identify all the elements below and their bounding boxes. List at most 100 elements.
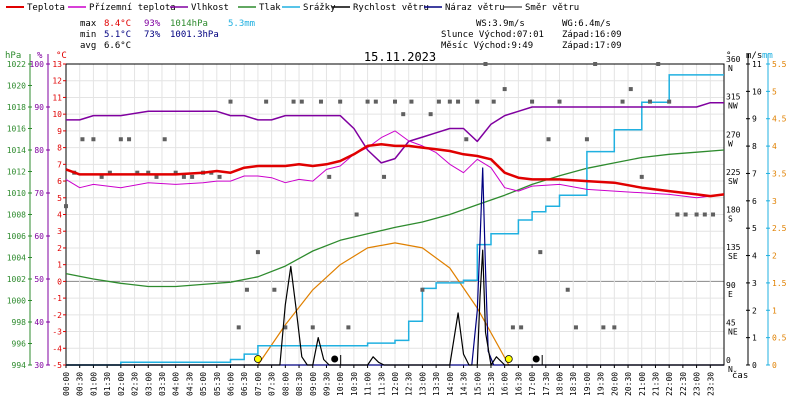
series-wind-dir-point (190, 174, 195, 179)
axis-label-time: 03:30 (158, 372, 167, 396)
axis-label-temp: -3 (52, 328, 62, 337)
series-wind-dir-point (656, 62, 661, 66)
axis-label-time: 11:30 (377, 372, 386, 396)
axis-label-time: 11:00 (364, 372, 373, 396)
axis-label-time: 22:30 (679, 372, 688, 396)
series-wind-dir-point (628, 87, 633, 92)
series-wind-speed (66, 249, 724, 366)
axis-label-temp: 3 (57, 227, 62, 236)
axis-label-time: 10:30 (350, 372, 359, 396)
axis-label-time: 23:00 (693, 372, 702, 396)
axis-label-temp: 12 (52, 77, 62, 86)
series-wind-dir-point (283, 325, 288, 330)
series-wind-dir-point (373, 99, 378, 104)
series-wind-dir-point (694, 212, 699, 217)
series-wind-dir-point (447, 99, 452, 104)
series-wind-dir-point (565, 287, 570, 292)
series-wind-dir-point (299, 99, 304, 104)
axis-label-wind-dir-deg: 360 (726, 55, 741, 64)
legend-label-humidity: Vlhkost (191, 3, 229, 13)
info-sunrise: Slunce Východ:07:01 (441, 30, 544, 40)
axis-label-time: 06:30 (240, 372, 249, 396)
axis-label-wind-dir: SW (728, 177, 738, 186)
info-moonrise: Měsíc Východ:9:49 (441, 41, 533, 51)
axis-label-wind-dir: S (728, 215, 733, 224)
axis-label-pressure: 1022 (7, 60, 26, 69)
axis-label-rain: 5.5 (772, 60, 787, 69)
info-wind-speed: WS:3.9m/s (476, 19, 525, 29)
axis-label-temp: 13 (52, 60, 62, 69)
axis-label-wind-dir: E (728, 290, 733, 299)
series-humidity (66, 101, 724, 164)
axis-label-rain: 1.5 (772, 279, 787, 288)
axis-label-rain: 3.5 (772, 169, 787, 178)
axis-label-wind-dir-deg: 45 (726, 318, 736, 327)
axis-label-time: 03:00 (144, 372, 153, 396)
series-wind-dir-point (354, 212, 359, 217)
series-wind-dir-point (338, 99, 343, 104)
axis-label-pressure: 1006 (7, 232, 26, 241)
series-wind-dir-point (483, 62, 488, 66)
axis-label-time: 04:00 (172, 372, 181, 396)
axis-label-temp: 1 (57, 261, 62, 270)
axis-label-wind: 6 (752, 197, 757, 206)
chart-axes: 9949969981000100210041006100810101012101… (7, 54, 787, 396)
axis-unit-deg: ° (726, 51, 731, 61)
series-wind-dir-point (217, 174, 222, 179)
axis-unit-time: čas (732, 370, 748, 381)
legend-item-wind-speed: Rychlost větru (332, 3, 429, 13)
axis-label-time: 20:00 (610, 372, 619, 396)
axis-label-wind-dir-deg: 180 (726, 206, 741, 215)
chart-title: 15.11.2023 (364, 50, 436, 64)
stats-min-label: min (80, 30, 96, 40)
series-wind-dir-point (318, 99, 323, 104)
axis-label-pressure: 1016 (7, 125, 26, 134)
axis-label-time: 18:30 (569, 372, 578, 396)
axis-label-rain: 4.5 (772, 115, 787, 124)
axis-label-wind: 5 (752, 224, 757, 233)
info-moonset: Západ:17:09 (562, 41, 622, 51)
axis-label-time: 15:30 (487, 372, 496, 396)
series-wind-dir-point (546, 137, 551, 142)
axis-label-time: 05:00 (199, 372, 208, 396)
sunset-icon (504, 355, 513, 363)
axis-label-rain: 3 (772, 197, 777, 206)
series-wind-dir-point (675, 212, 680, 217)
axis-label-temp: -2 (52, 311, 62, 320)
series-wind-dir-point (80, 137, 85, 142)
series-wind-dir-point (327, 174, 332, 179)
axis-label-humidity: 100 (30, 60, 45, 69)
series-wind-gust (66, 167, 724, 366)
series-wind-dir-point (702, 212, 707, 217)
stats-max-pressure: 1014hPa (170, 19, 208, 29)
series-wind-dir-point (464, 137, 469, 142)
axis-label-time: 14:00 (446, 372, 455, 396)
stats-max-humidity: 93% (144, 19, 161, 29)
axis-label-temp: 8 (57, 144, 62, 153)
axis-label-time: 23:30 (706, 372, 715, 396)
series-wind-dir-point (118, 137, 123, 142)
axis-label-wind: 3 (752, 279, 757, 288)
axis-label-time: 17:00 (528, 372, 537, 396)
series-wind-dir-point (573, 325, 578, 330)
axis-label-wind: 11 (752, 60, 762, 69)
axis-label-rain: 2 (772, 252, 777, 261)
series-wind-dir-point (612, 325, 617, 330)
axis-label-time: 08:00 (281, 372, 290, 396)
axis-label-temp: 7 (57, 160, 62, 169)
axis-label-wind-dir: N (728, 64, 733, 73)
axis-label-wind-dir-deg: 90 (726, 281, 736, 290)
axis-label-temp: 5 (57, 194, 62, 203)
stats-max-rain: 5.3mm (228, 19, 255, 29)
axis-label-wind-dir-deg: 0 (726, 356, 731, 365)
info-sunset: Západ:16:09 (562, 30, 622, 40)
axis-label-rain: 1 (772, 306, 777, 315)
series-wind-dir-point (683, 212, 688, 217)
axis-unit-mm: mm (762, 51, 773, 61)
axis-label-time: 12:00 (391, 372, 400, 396)
series-wind-dir-point (711, 212, 716, 217)
series-wind-dir-point (456, 99, 461, 104)
axis-label-humidity: 80 (34, 146, 44, 155)
axis-label-time: 06:00 (227, 372, 236, 396)
